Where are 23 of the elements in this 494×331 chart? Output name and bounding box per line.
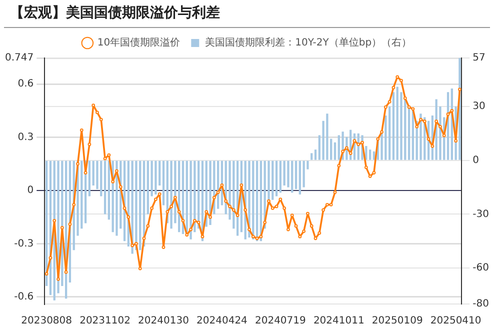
x-tick-label: 20250109 (372, 316, 423, 327)
y2-tick-label: 0 (472, 154, 480, 166)
x-tick-label: 20231102 (80, 316, 130, 327)
x-tick-label: 20241011 (313, 316, 364, 327)
y2-tick-label: -80 (472, 298, 490, 310)
y-tick-label: 0.747 (4, 52, 34, 64)
y2-tick-label: -30 (472, 208, 490, 220)
x-tick-label: 20250410 (430, 316, 482, 327)
y2-tick-label: -60 (472, 262, 490, 274)
y-tick-label: 0.6 (18, 78, 34, 90)
legend-label: 美国国债期限利差：10Y-2Y（单位bp）（右） (205, 36, 412, 49)
legend-label: 10年国债期限溢价 (97, 36, 180, 49)
x-tick-label: 20240130 (138, 316, 189, 327)
y2-tick-label: 30 (472, 101, 486, 112)
chart-title: 【宏观】美国国债期限溢价与利差 (9, 4, 221, 23)
y2-tick-label: 57 (472, 52, 486, 64)
y-tick-label: 0.3 (18, 132, 34, 143)
x-tick-label: 20240719 (254, 316, 306, 327)
x-tick-label: 20240424 (196, 316, 248, 327)
y-tick-label: 0 (27, 185, 34, 196)
y-tick-label: -0.3 (14, 238, 34, 250)
x-tick-label: 20230808 (21, 316, 72, 327)
y-tick-label: -0.6 (14, 292, 34, 302)
